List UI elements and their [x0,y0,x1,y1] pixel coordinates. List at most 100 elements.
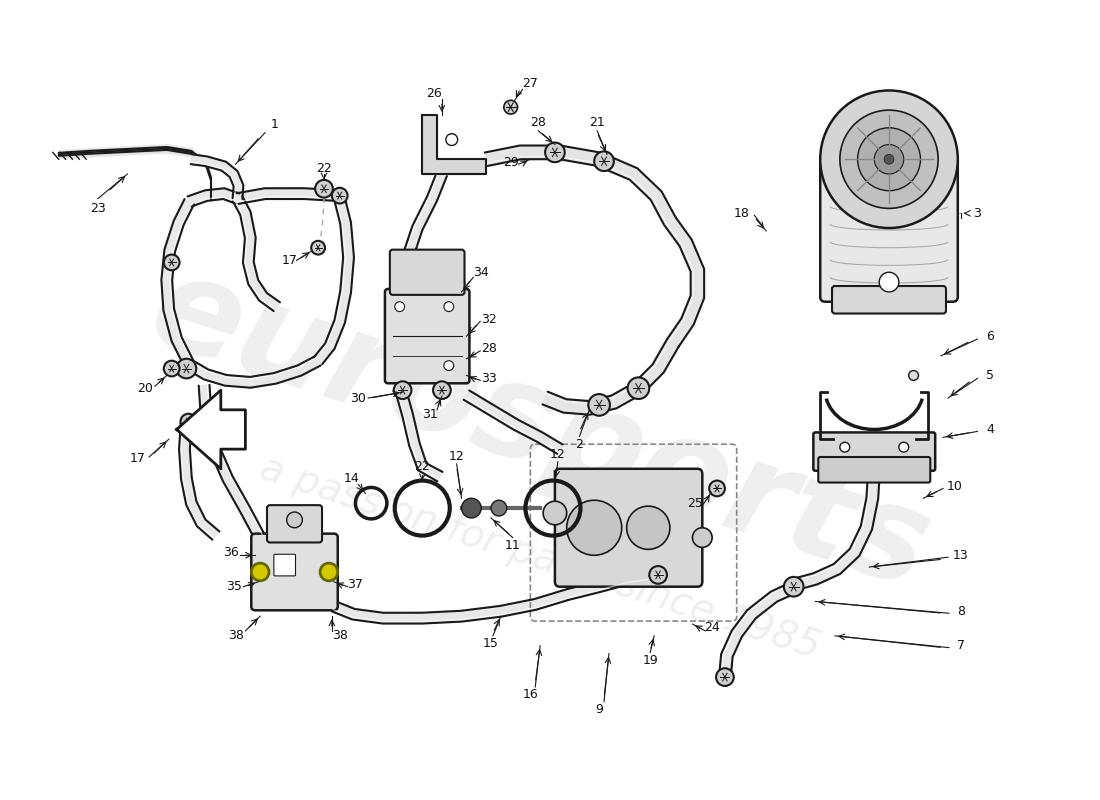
FancyBboxPatch shape [832,286,946,314]
Text: 22: 22 [415,460,430,474]
Circle shape [543,502,566,525]
Circle shape [594,151,614,171]
Circle shape [628,378,649,399]
Circle shape [164,254,179,270]
Polygon shape [464,390,562,454]
Circle shape [884,154,894,164]
Circle shape [164,361,179,377]
Text: 21: 21 [590,116,605,130]
Text: eurosports: eurosports [135,244,945,615]
Text: 18: 18 [734,206,749,220]
Text: 20: 20 [138,382,153,394]
Circle shape [446,134,458,146]
Text: 23: 23 [90,202,106,215]
Polygon shape [397,172,447,288]
Polygon shape [664,217,704,347]
Text: 2: 2 [575,438,583,450]
Circle shape [491,500,507,516]
Circle shape [462,498,481,518]
Circle shape [444,302,453,311]
Text: 35: 35 [226,580,242,594]
Polygon shape [542,339,679,414]
Circle shape [840,110,938,208]
Circle shape [394,382,411,399]
Circle shape [311,241,324,254]
Polygon shape [332,570,659,623]
Circle shape [180,414,196,430]
Polygon shape [187,356,320,388]
Circle shape [287,512,303,528]
FancyBboxPatch shape [821,154,958,302]
Circle shape [315,180,333,198]
Circle shape [693,528,712,547]
Circle shape [332,188,348,203]
Circle shape [879,272,899,292]
Text: 33: 33 [481,372,497,385]
Circle shape [821,90,958,228]
FancyBboxPatch shape [267,505,322,542]
Text: 6: 6 [987,330,994,342]
Text: 28: 28 [481,342,497,355]
Circle shape [649,566,667,584]
Circle shape [566,500,621,555]
Text: 28: 28 [530,116,546,130]
Text: 32: 32 [481,313,497,326]
Circle shape [395,302,405,311]
Circle shape [716,668,734,686]
Polygon shape [485,146,675,225]
FancyBboxPatch shape [554,469,702,586]
Text: 12: 12 [550,447,565,461]
Text: 30: 30 [351,391,366,405]
Circle shape [320,563,338,581]
Circle shape [858,128,921,190]
Circle shape [251,563,270,581]
Polygon shape [179,419,219,540]
Circle shape [444,361,453,370]
Text: 34: 34 [473,266,490,278]
Circle shape [504,100,518,114]
FancyBboxPatch shape [389,250,464,295]
Text: 17: 17 [130,453,145,466]
Text: 15: 15 [483,637,499,650]
Text: 24: 24 [704,622,720,634]
Text: 19: 19 [642,654,658,667]
Text: 5: 5 [987,369,994,382]
Circle shape [433,382,451,399]
Text: 1: 1 [271,118,278,131]
Polygon shape [719,582,799,678]
Text: 27: 27 [522,77,538,90]
Text: 3: 3 [974,206,981,220]
FancyBboxPatch shape [818,457,931,482]
Polygon shape [177,390,245,469]
FancyBboxPatch shape [274,554,296,576]
FancyBboxPatch shape [251,534,338,610]
Text: 22: 22 [316,162,332,174]
Polygon shape [233,196,280,311]
Text: 7: 7 [957,639,965,652]
Text: 26: 26 [426,87,442,100]
Circle shape [840,442,849,452]
Text: 8: 8 [957,605,965,618]
Text: 12: 12 [449,450,464,463]
Text: 38: 38 [332,630,348,642]
Circle shape [177,358,196,378]
Circle shape [899,442,909,452]
Text: 36: 36 [223,546,239,559]
Text: a passion for parts since 1985: a passion for parts since 1985 [255,449,825,666]
Text: 25: 25 [688,497,703,510]
Circle shape [627,506,670,550]
Polygon shape [199,385,265,540]
Text: 37: 37 [348,578,363,591]
Text: 31: 31 [422,408,438,422]
FancyBboxPatch shape [385,289,470,383]
Text: 9: 9 [595,703,603,716]
Text: 29: 29 [503,156,518,169]
Polygon shape [190,154,243,199]
Text: 4: 4 [987,423,994,436]
Text: 13: 13 [953,549,969,562]
Text: 17: 17 [282,254,297,267]
Circle shape [588,394,609,416]
Polygon shape [188,188,240,206]
Text: 11: 11 [505,539,520,552]
Polygon shape [395,389,442,482]
